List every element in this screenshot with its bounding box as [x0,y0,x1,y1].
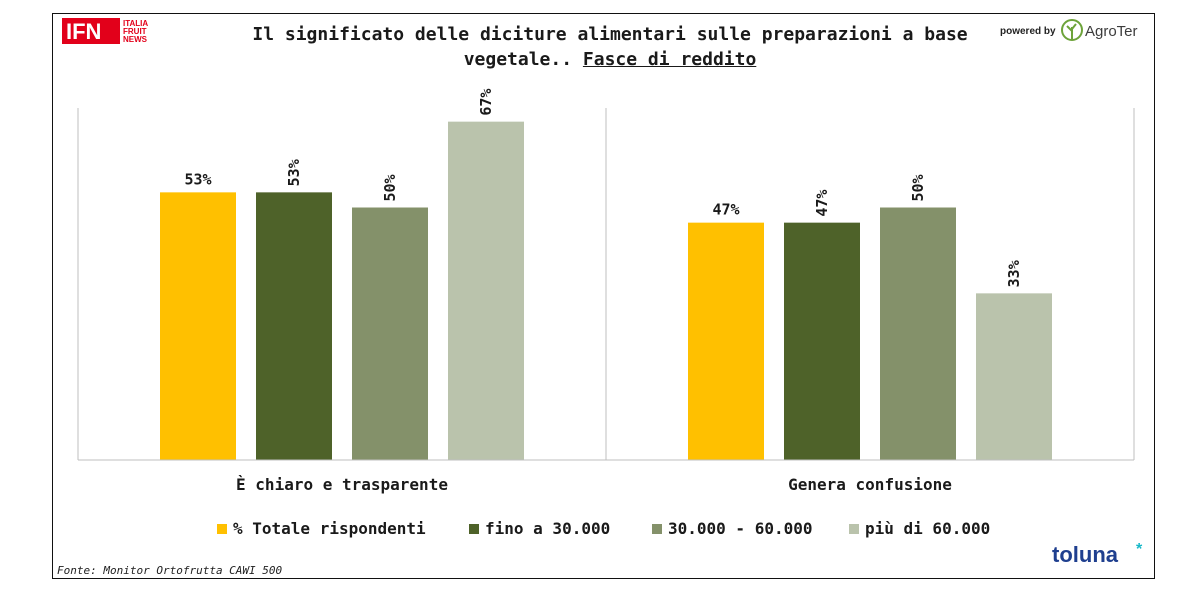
bar [256,192,332,460]
legend-label: fino a 30.000 [485,519,611,538]
svg-text:*: * [1136,541,1143,558]
bar [880,207,956,460]
bar [160,192,236,460]
legend-item-totale: % Totale rispondenti [217,519,426,538]
bar [448,121,524,461]
x-tick-label: Genera confusione [788,475,952,494]
x-tick-label: È chiaro e trasparente [236,475,448,494]
data-labels-layer: 53% 53% 50% 67% 47% 47% 50% 33% [184,89,1023,288]
data-label: 47% [712,201,739,219]
toluna-logo: toluna * [1052,541,1143,567]
data-label: 53% [184,170,211,188]
svg-text:AgroTer: AgroTer [1085,23,1138,40]
agroter-logo: AgroTer [1061,19,1138,41]
source-note: Fonte: Monitor Ortofrutta CAWI 500 [57,564,283,577]
data-label: 53% [285,159,303,186]
ifn-logo: IFN ITALIA FRUIT NEWS [62,18,148,44]
legend-label: % Totale rispondenti [233,519,426,538]
bar [784,222,860,460]
bar [976,293,1052,460]
bar [688,222,764,460]
legend-item-fino-30000: fino a 30.000 [469,519,610,538]
svg-text:FRUIT: FRUIT [123,27,147,36]
data-label: 50% [381,174,399,201]
chart-title: Il significato delle diciture alimentari… [220,22,1000,72]
chart-title-line1: Il significato delle diciture alimentari… [252,24,968,45]
svg-text:ITALIA: ITALIA [123,19,148,28]
legend-item-oltre-60000: più di 60.000 [849,519,990,538]
legend-label: più di 60.000 [865,519,991,538]
data-label: 33% [1005,260,1023,287]
data-label: 50% [909,174,927,201]
svg-text:toluna: toluna [1052,542,1119,567]
svg-text:NEWS: NEWS [123,35,148,44]
bar [352,207,428,460]
chart-title-line2: vegetale.. Fasce di reddito [220,47,1000,72]
legend-swatch [652,523,662,534]
legend-item-30000-60000: 30.000 - 60.000 [652,519,813,538]
bar-chart: 53% 53% 50% 67% 47% 47% 50% 33% È chiaro e tras… [77,89,1135,494]
legend-swatch [849,523,859,534]
chart-legend: % Totale rispondenti fino a 30.000 30.00… [0,519,1200,543]
data-label: 67% [477,89,495,116]
chart-subtitle: Fasce di reddito [582,49,757,70]
legend-swatch [469,523,479,534]
legend-swatch [217,523,227,534]
powered-by-label: powered by [1000,26,1056,37]
svg-text:IFN: IFN [66,19,101,44]
legend-label: 30.000 - 60.000 [668,519,813,538]
data-label: 47% [813,190,831,217]
chart-title-prefix: vegetale.. [463,49,583,70]
bars-layer [160,121,1052,461]
